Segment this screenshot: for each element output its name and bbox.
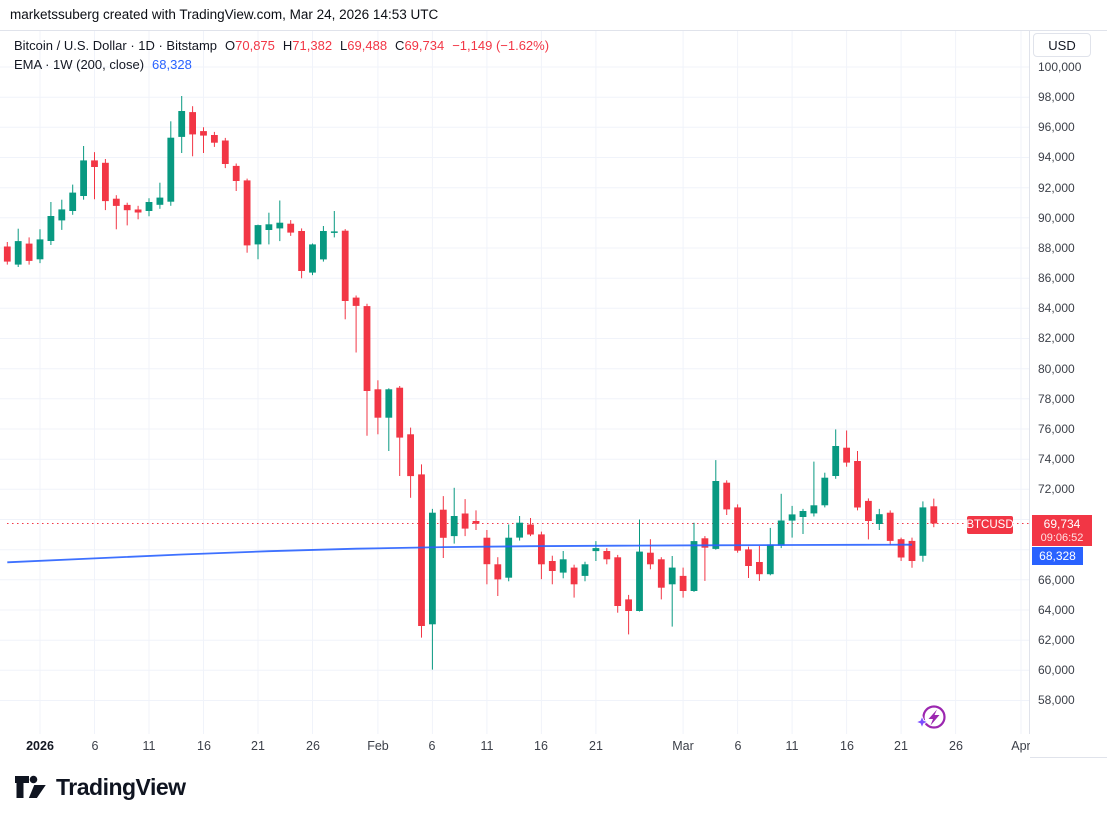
time-tick: 21 xyxy=(894,739,908,753)
sparkle-glyph xyxy=(914,714,930,730)
ohlc-values: O70,875 H71,382 L69,488 C69,734 xyxy=(217,38,444,53)
price-tick: 98,000 xyxy=(1038,90,1075,104)
tradingview-logo[interactable]: TradingView xyxy=(14,773,186,801)
ema-price-badge: 68,328 xyxy=(1032,547,1083,565)
price-tick: 94,000 xyxy=(1038,150,1075,164)
ohlc-value: 69,734 xyxy=(404,38,445,53)
price-tick: 82,000 xyxy=(1038,331,1075,345)
price-tick: 76,000 xyxy=(1038,422,1075,436)
symbol-price-label-badge: BTCUSD xyxy=(966,516,1014,534)
time-tick: 21 xyxy=(251,739,265,753)
time-tick: Mar xyxy=(672,739,694,753)
time-tick: 26 xyxy=(949,739,963,753)
price-tick: 72,000 xyxy=(1038,482,1075,496)
time-tick: 21 xyxy=(589,739,603,753)
last-price-badge: 69,734 09:06:52 xyxy=(1032,515,1092,546)
chart-widget: Bitcoin / U.S. Dollar · 1D · Bitstamp O70… xyxy=(0,30,1107,759)
time-tick: 11 xyxy=(480,739,494,753)
ohlc-label: C xyxy=(395,38,405,53)
price-tick: 84,000 xyxy=(1038,301,1075,315)
lightning-bolt-glyph xyxy=(928,709,940,726)
time-tick: 16 xyxy=(197,739,211,753)
tradingview-logo-icon xyxy=(15,775,46,798)
time-tick: Feb xyxy=(367,739,389,753)
legend-symbol-row: Bitcoin / U.S. Dollar · 1D · Bitstamp O70… xyxy=(14,37,549,54)
price-tick: 66,000 xyxy=(1038,573,1075,587)
price-tick: 88,000 xyxy=(1038,241,1075,255)
time-tick: 16 xyxy=(534,739,548,753)
chart-legend: Bitcoin / U.S. Dollar · 1D · Bitstamp O70… xyxy=(14,37,549,75)
price-tick: 92,000 xyxy=(1038,181,1075,195)
time-tick: 6 xyxy=(734,739,742,753)
time-tick: 6 xyxy=(91,739,99,753)
price-tick: 78,000 xyxy=(1038,392,1075,406)
legend-indicator-row: EMA · 1W (200, close) 68,328 xyxy=(14,56,549,73)
time-tick: 26 xyxy=(306,739,320,753)
price-change: −1,149 (−1.62%) xyxy=(452,38,550,53)
time-tick: Apr xyxy=(1011,739,1030,753)
currency-toggle-button[interactable]: USD xyxy=(1033,33,1091,57)
price-tick: 96,000 xyxy=(1038,120,1075,134)
time-tick: 6 xyxy=(428,739,436,753)
price-tick: 58,000 xyxy=(1038,693,1075,707)
price-tick: 74,000 xyxy=(1038,452,1075,466)
symbol-title[interactable]: Bitcoin / U.S. Dollar · 1D · Bitstamp xyxy=(14,38,217,53)
price-tick: 90,000 xyxy=(1038,211,1075,225)
last-price-value: 69,734 xyxy=(1043,516,1081,531)
ohlc-value: 69,488 xyxy=(347,38,388,53)
time-tick: 11 xyxy=(142,739,156,753)
brand-name: TradingView xyxy=(56,773,186,800)
price-scale[interactable]: USD 100,000 98,000 96,000 94,000 92,000 90,00… xyxy=(1029,31,1107,734)
bar-countdown: 09:06:52 xyxy=(1040,531,1084,544)
ohlc-label: L xyxy=(340,38,348,53)
chart-plot-area[interactable] xyxy=(0,1,1030,764)
indicator-name[interactable]: EMA · 1W (200, close) xyxy=(14,57,145,72)
event-lightning-icon[interactable] xyxy=(914,702,950,734)
price-tick: 86,000 xyxy=(1038,271,1075,285)
price-tick: 100,000 xyxy=(1038,60,1082,74)
attribution-text: marketssuberg created with TradingView.c… xyxy=(10,7,439,22)
ohlc-value: 70,875 xyxy=(235,38,275,53)
price-tick: 80,000 xyxy=(1038,362,1075,376)
time-tick: 11 xyxy=(785,739,799,753)
time-tick: 2026 xyxy=(26,739,54,753)
ohlc-label: O xyxy=(225,38,236,53)
price-tick: 60,000 xyxy=(1038,663,1075,677)
price-tick: 64,000 xyxy=(1038,603,1075,617)
footer: TradingView xyxy=(0,758,1107,818)
candlestick-chart xyxy=(0,31,1029,734)
indicator-value: 68,328 xyxy=(152,57,192,72)
ohlc-value: 71,382 xyxy=(292,38,333,53)
ohlc-label: H xyxy=(282,38,293,53)
price-tick: 62,000 xyxy=(1038,633,1075,647)
time-axis[interactable]: 2026 6 11 16 21 26 Feb 6 11 16 21 Mar 6 11 16 21 26 Apr xyxy=(0,734,1030,759)
time-tick: 16 xyxy=(840,739,854,753)
